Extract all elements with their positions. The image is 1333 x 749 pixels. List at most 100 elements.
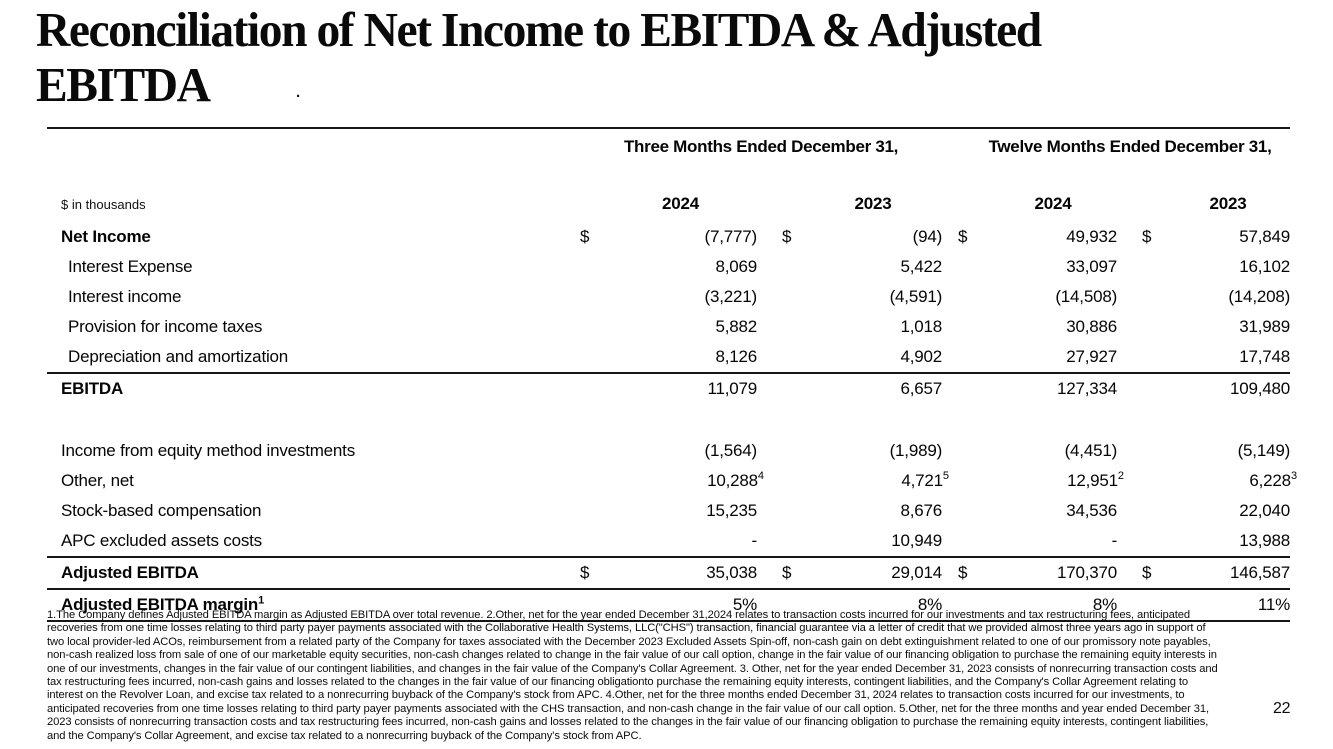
row-label: EBITDA [47, 372, 580, 404]
value-cell: (4,591) [889, 287, 943, 306]
value-cell: 15,235 [706, 501, 757, 520]
value-cell: 34,536 [1066, 501, 1118, 520]
currency-symbol: $ [580, 556, 604, 589]
value-cell: 146,587 [1166, 556, 1290, 589]
table-row-adjusted-ebitda-margin: Adjusted EBITDA margin1 5% 8% 8% 11% [47, 588, 1290, 622]
page-number: 22 [1273, 700, 1291, 717]
value-cell: 35,038 [604, 556, 757, 589]
value-cell: 13,988 [1239, 531, 1291, 550]
row-label: Depreciation and amortization [68, 347, 289, 366]
footnote-line: two local provider-led ACOs, reimburseme… [47, 635, 1211, 648]
value-cell: 8% [989, 588, 1117, 622]
value-cell: (1,989) [889, 441, 943, 460]
currency-symbol: $ [580, 227, 590, 246]
footnote-line: 2023 consists of nonrecurring transactio… [47, 716, 1209, 729]
row-label: Net Income [61, 227, 151, 246]
stray-dot: . [296, 84, 301, 101]
value-cell: (94) [912, 227, 943, 246]
value-cell: 8,126 [715, 347, 757, 366]
value-cell: 1,018 [900, 317, 943, 336]
title-line-2: EBITDA [36, 57, 211, 112]
value-cell: 8% [804, 588, 942, 622]
value-cell: 4,902 [900, 347, 943, 366]
value-cell: 5,422 [900, 257, 943, 276]
value-cell: (7,777) [704, 227, 758, 246]
year-header: 2023 [1209, 194, 1247, 213]
value-cell: 127,334 [989, 372, 1117, 404]
value-cell: 49,932 [1066, 227, 1118, 246]
footnote-line: anticipated recoveries from one time los… [47, 702, 1210, 715]
table-row-equity-method: Income from equity method investments (1… [47, 436, 1290, 466]
table-row-interest-income: Interest income (3,221) (4,591) (14,508)… [47, 282, 1290, 312]
table-row-apc-excluded: APC excluded assets costs - 10,949 - 13,… [47, 526, 1290, 557]
footnote-ref: 4 [757, 470, 764, 483]
value-cell: - [751, 531, 758, 550]
row-label: APC excluded assets costs [61, 531, 262, 550]
value-cell: 11,079 [604, 372, 757, 404]
currency-symbol: $ [1142, 227, 1152, 246]
footnote-ref: 1 [258, 594, 265, 607]
currency-symbol: $ [1117, 556, 1167, 589]
footnote-ref: 3 [1290, 470, 1298, 483]
value-cell: 10,2884 [707, 470, 764, 490]
value-cell: 33,097 [1066, 257, 1118, 276]
table-row-net-income: Net Income $ (7,777) $ (94) $ 49,932 $ 5… [47, 222, 1290, 252]
row-label: Adjusted EBITDA [47, 556, 580, 589]
row-label: Stock-based compensation [61, 501, 262, 520]
footnote-line: 1.The Company defines Adjusted EBITDA ma… [47, 609, 1190, 621]
value-cell: 16,102 [1239, 257, 1291, 276]
row-label: Adjusted EBITDA margin1 [47, 588, 580, 622]
table-row-adjusted-ebitda: Adjusted EBITDA $ 35,038 $ 29,014 $ 170,… [47, 556, 1290, 589]
value-cell: (5,149) [1237, 441, 1291, 460]
value-cell: 6,657 [804, 372, 942, 404]
group-header-three-months: Three Months Ended December 31, [623, 137, 899, 156]
value-cell: (1,564) [704, 441, 758, 460]
value-cell: 5,882 [715, 317, 757, 336]
value-cell: (4,451) [1064, 441, 1118, 460]
footnote-line: recoveries from one time losses relating… [47, 622, 1206, 635]
reconciliation-table: Three Months Ended December 31, Twelve M… [47, 127, 1297, 622]
value-cell: 30,886 [1066, 317, 1118, 336]
value-cell: (3,221) [704, 287, 758, 306]
row-label: Provision for income taxes [68, 317, 263, 336]
footnote-ref: 2 [1117, 470, 1125, 483]
row-label: Interest income [68, 287, 182, 306]
value-cell: 109,480 [1166, 372, 1290, 404]
page-title: Reconciliation of Net Income to EBITDA &… [36, 2, 1042, 112]
value-cell: 12,9512 [1067, 470, 1125, 490]
table-row-ebitda: EBITDA 11,079 6,657 127,334 109,480 [47, 372, 1290, 404]
year-header: 2024 [661, 194, 700, 213]
value-cell: 11% [1166, 588, 1290, 622]
footnote-line: one of our investments, changes in the f… [47, 662, 1218, 675]
currency-symbol: $ [942, 556, 990, 589]
value-cell: 4,7215 [901, 470, 950, 490]
row-label: Interest Expense [68, 257, 193, 276]
table-row-provision-taxes: Provision for income taxes 5,882 1,018 3… [47, 312, 1290, 342]
units-label: $ in thousands [61, 196, 146, 212]
value-cell: 170,370 [989, 556, 1117, 589]
footnote: 1.The Company defines Adjusted EBITDA ma… [47, 609, 1279, 743]
footnote-line: interest on the Revolver Loan, and excis… [47, 689, 1185, 702]
currency-symbol: $ [782, 227, 792, 246]
table-row-depreciation: Depreciation and amortization 8,126 4,90… [47, 342, 1290, 373]
table-group-header-row: Three Months Ended December 31, Twelve M… [47, 128, 1290, 186]
year-header: 2024 [1034, 194, 1072, 213]
value-cell: 27,927 [1066, 347, 1118, 366]
table-spacer-row [47, 404, 1290, 436]
value-cell: 22,040 [1239, 501, 1291, 520]
row-label: Income from equity method investments [61, 441, 356, 460]
footnote-line: non-cash realized loss from sale of one … [47, 649, 1217, 662]
table-row-other-net: Other, net 10,2884 4,7215 12,9512 6,2283 [47, 466, 1297, 496]
currency-symbol: $ [958, 227, 968, 246]
value-cell: 17,748 [1239, 347, 1291, 366]
value-cell: (14,508) [1055, 287, 1118, 306]
value-cell: 5% [604, 588, 757, 622]
value-cell: 31,989 [1239, 317, 1291, 336]
value-cell: - [1111, 531, 1118, 550]
value-cell: 10,949 [891, 531, 943, 550]
currency-symbol: $ [757, 556, 804, 589]
value-cell: 29,014 [804, 556, 942, 589]
footnote-line: tax restructuring fees incurred, non-cas… [47, 676, 1188, 689]
row-label: Other, net [61, 471, 134, 490]
value-cell: 8,676 [900, 501, 943, 520]
